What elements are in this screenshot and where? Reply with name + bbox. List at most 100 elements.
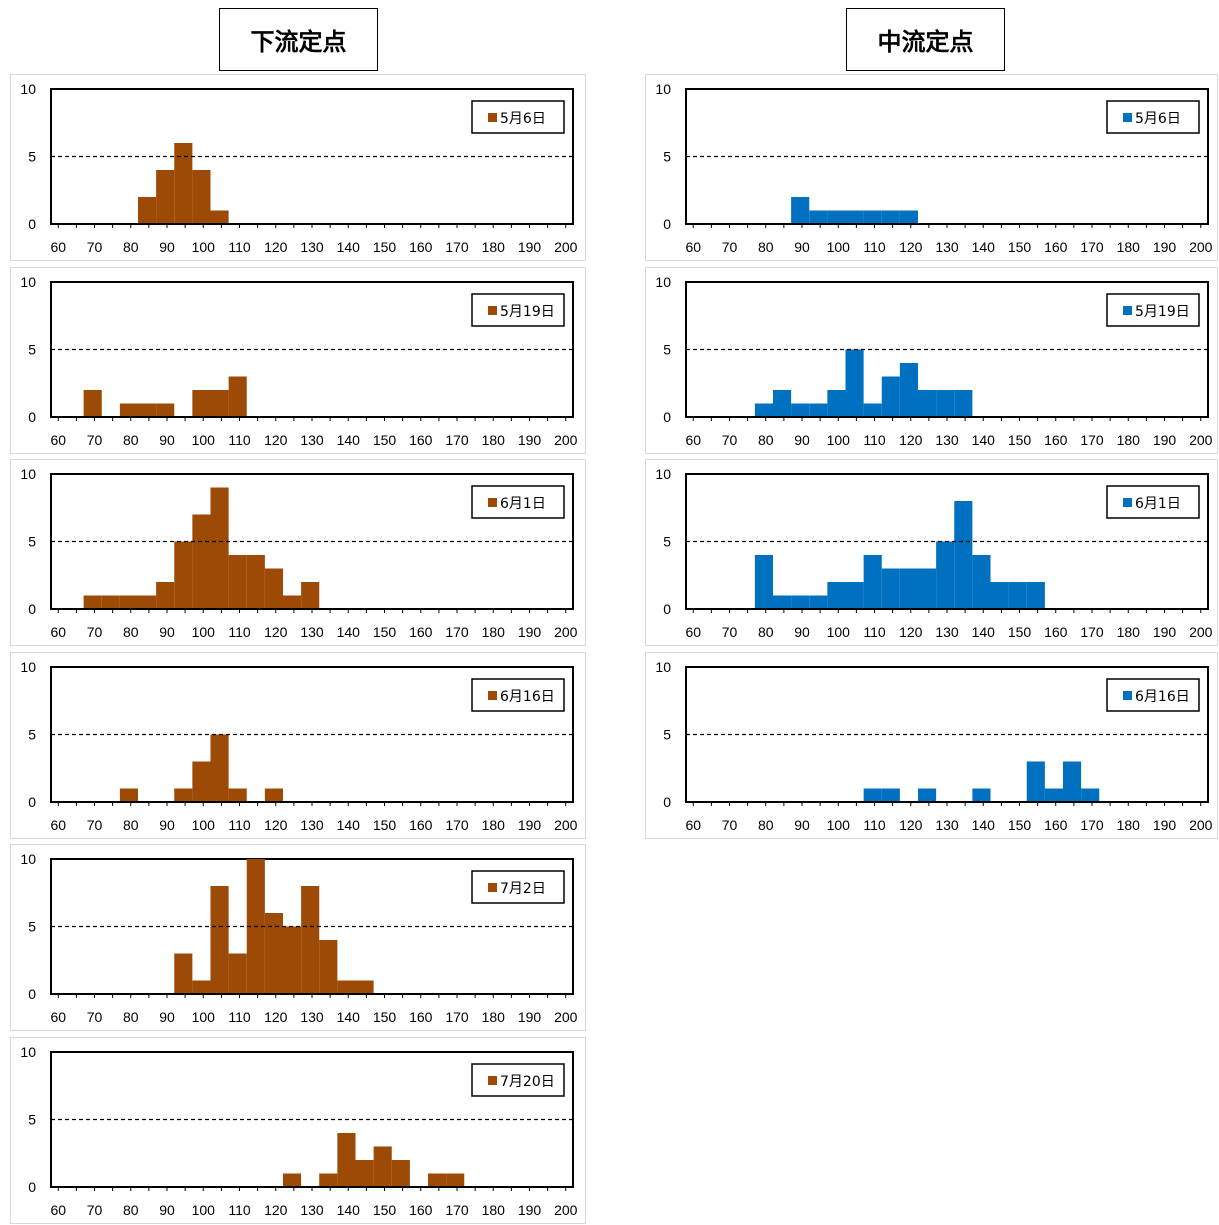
histogram-bar: [192, 980, 211, 994]
x-tick-label: 70: [722, 624, 738, 640]
legend-label: 6月1日: [1135, 496, 1181, 512]
x-tick-label: 150: [373, 817, 397, 833]
x-tick-label: 110: [228, 432, 251, 448]
histogram-bar: [809, 403, 828, 417]
x-tick-label: 90: [159, 1202, 175, 1218]
x-tick-label: 140: [337, 817, 361, 833]
histogram-bar: [899, 363, 918, 417]
histogram-svg: 60 70 80 90 100 110 120 130 140 150 160 170 180 190 20…: [655, 81, 1213, 255]
x-tick-label: 200: [554, 239, 578, 255]
legend-swatch: [488, 306, 497, 315]
x-tick-label: 180: [482, 1009, 506, 1025]
y-tick-label: 0: [28, 601, 36, 617]
x-tick-label: 200: [1189, 432, 1213, 448]
y-tick-label: 5: [663, 534, 671, 550]
histogram-bar: [83, 595, 102, 609]
legend: 6月1日: [1106, 485, 1200, 519]
x-tick-label: 80: [123, 239, 139, 255]
x-tick-label: 190: [1153, 432, 1177, 448]
legend-swatch: [1123, 306, 1132, 315]
x-tick-label: 200: [554, 1009, 578, 1025]
histogram-bar: [174, 143, 193, 224]
legend-box: [1106, 293, 1200, 327]
legend-swatch: [1123, 691, 1132, 700]
y-tick-label: 10: [20, 81, 36, 97]
x-tick-label: 180: [482, 817, 506, 833]
y-tick-label: 10: [20, 851, 36, 867]
x-tick-label: 100: [192, 239, 216, 255]
x-tick-label: 200: [554, 1202, 578, 1218]
histogram-bar: [936, 390, 955, 417]
x-tick-label: 100: [192, 624, 216, 640]
histogram-bar: [827, 582, 846, 609]
y-tick-label: 10: [20, 274, 36, 290]
x-tick-label: 100: [827, 624, 851, 640]
legend: 6月16日: [471, 678, 565, 712]
x-tick-label: 180: [482, 432, 506, 448]
y-tick-label: 0: [28, 986, 36, 1002]
legend-box: [471, 678, 565, 712]
histogram-svg: 60 70 80 90 100 110 120 130 140 150 160 170 180 190 20…: [655, 274, 1213, 448]
histogram-bar: [954, 501, 973, 609]
x-tick-label: 140: [972, 239, 996, 255]
x-tick-label: 170: [1080, 239, 1104, 255]
x-tick-label: 60: [50, 239, 66, 255]
histogram-panel: 60 70 80 90 100 110 120 130 140 150 160 170 180 190 20…: [645, 74, 1218, 261]
x-tick-label: 150: [1008, 817, 1032, 833]
x-tick-label: 200: [1189, 239, 1213, 255]
histogram-bar: [210, 734, 229, 802]
histogram-bar: [809, 210, 828, 224]
histogram-bar: [192, 761, 211, 802]
x-tick-label: 190: [518, 1009, 542, 1025]
x-tick-label: 120: [264, 1009, 288, 1025]
x-tick-label: 90: [794, 432, 810, 448]
legend-label: 5月6日: [500, 111, 546, 127]
x-tick-label: 200: [554, 817, 578, 833]
x-tick-label: 110: [863, 817, 886, 833]
legend-label: 6月16日: [1135, 689, 1190, 705]
histogram-bar: [283, 1173, 302, 1187]
x-tick-label: 120: [264, 239, 288, 255]
y-tick-label: 5: [28, 919, 36, 935]
histogram-bar: [228, 555, 247, 609]
histogram-bar: [337, 1133, 356, 1187]
y-tick-label: 10: [20, 466, 36, 482]
histogram-bar: [881, 568, 900, 609]
histogram-bar: [990, 582, 1009, 609]
histogram-svg: 60 70 80 90 100 110 120 130 140 150 160 170 180 190 20…: [655, 466, 1212, 640]
x-tick-label: 120: [899, 817, 923, 833]
title-downstream: 下流定点: [219, 8, 378, 71]
x-tick-label: 70: [87, 1202, 103, 1218]
x-tick-label: 140: [337, 432, 361, 448]
x-tick-label: 160: [409, 817, 433, 833]
histogram-bar: [791, 403, 810, 417]
x-tick-label: 160: [409, 432, 433, 448]
x-tick-label: 70: [87, 624, 103, 640]
legend: 6月16日: [1106, 678, 1200, 712]
x-tick-label: 80: [758, 239, 774, 255]
legend: 7月2日: [471, 870, 565, 904]
x-tick-label: 150: [373, 624, 397, 640]
histogram-bar: [283, 595, 302, 609]
legend: 7月20日: [471, 1063, 565, 1097]
x-tick-label: 180: [1117, 432, 1141, 448]
histogram-bar: [210, 210, 229, 224]
x-tick-label: 170: [445, 817, 469, 833]
histogram-bar: [264, 913, 283, 994]
x-tick-label: 170: [445, 624, 469, 640]
x-tick-label: 150: [373, 239, 397, 255]
x-tick-label: 90: [794, 624, 810, 640]
histogram-bar: [210, 886, 229, 994]
y-tick-label: 5: [28, 727, 36, 743]
legend-swatch: [488, 113, 497, 122]
x-tick-label: 130: [935, 432, 959, 448]
x-tick-label: 130: [300, 1202, 324, 1218]
histogram-bar: [754, 403, 773, 417]
x-tick-label: 100: [192, 817, 216, 833]
x-tick-label: 130: [935, 239, 959, 255]
x-tick-label: 60: [685, 432, 701, 448]
histogram-bar: [845, 210, 864, 224]
x-tick-label: 100: [827, 432, 851, 448]
x-tick-label: 60: [50, 432, 66, 448]
histogram-bar: [337, 980, 356, 994]
